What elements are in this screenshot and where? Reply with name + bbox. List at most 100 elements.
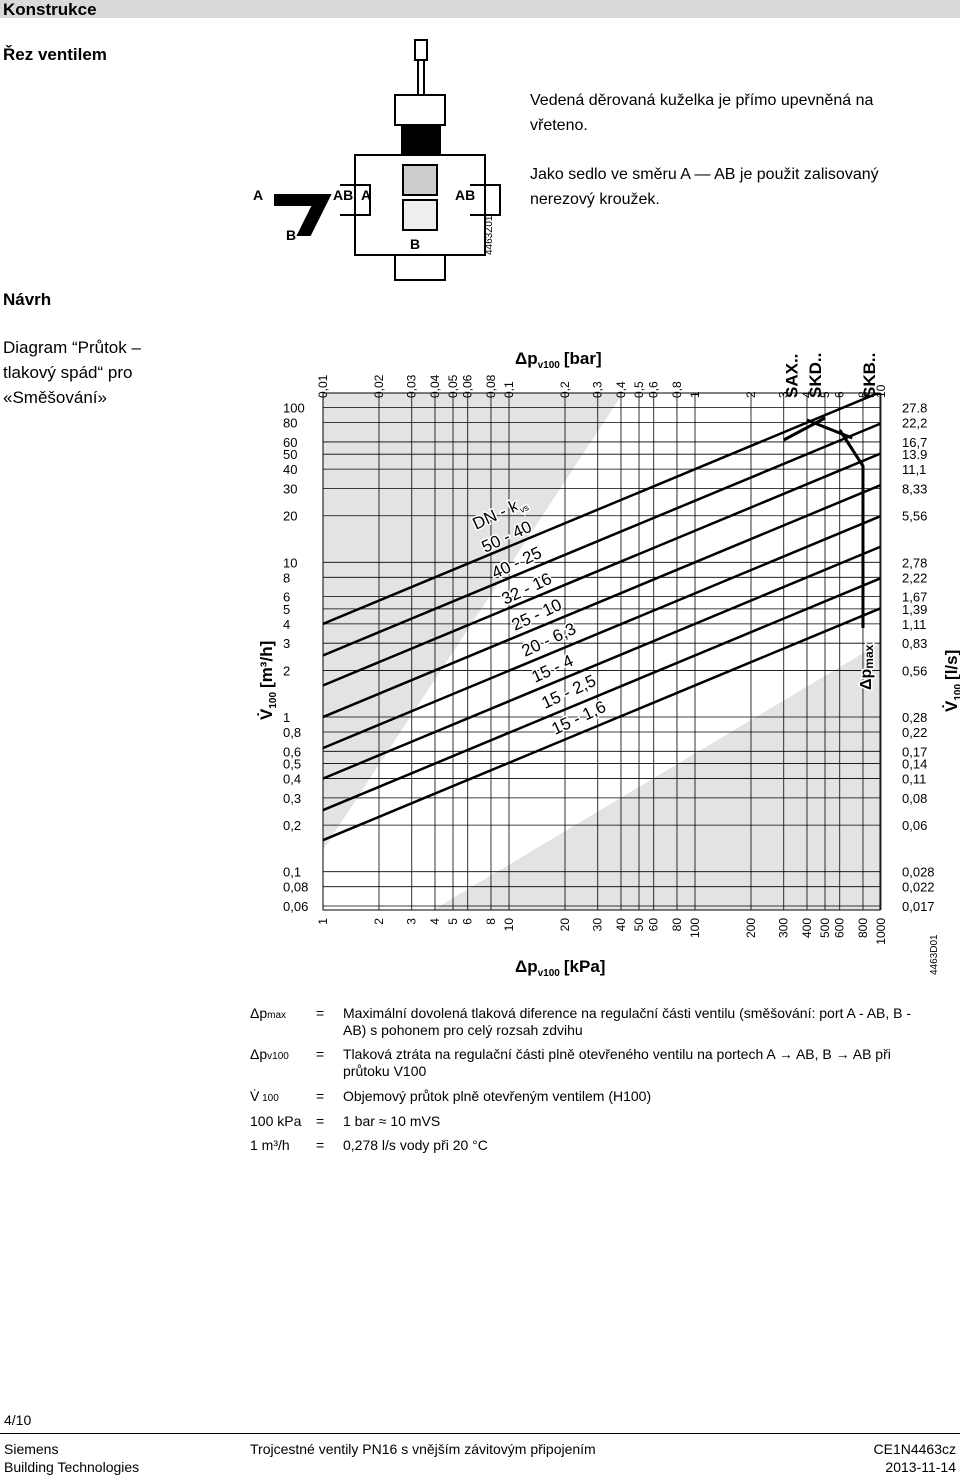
legend-symbol: Δpv100 xyxy=(250,1046,289,1065)
kvs-line xyxy=(323,484,880,719)
y2-tick-label: 27.8 xyxy=(902,401,927,416)
y2-tick-label: 0,022 xyxy=(902,880,935,895)
legend-symbol-sub: 100 xyxy=(259,1093,279,1104)
y-tick-label: 0,1 xyxy=(283,865,301,880)
dpmax-main: Δp xyxy=(858,669,875,691)
figure-label: AB xyxy=(455,187,475,203)
kvs-line xyxy=(323,577,880,812)
y2-tick-label: 11,1 xyxy=(902,462,926,477)
legend-symbol-sub: max xyxy=(267,1010,287,1021)
section-title: Návrh xyxy=(3,290,52,309)
x-tick-label: 300 xyxy=(777,918,791,938)
axis-title: V̇100 [m³/h] xyxy=(257,641,279,720)
axis-title-sub: 100 xyxy=(953,684,960,701)
diagram-code: 4463D01 xyxy=(929,934,940,975)
y-tick-label: 80 xyxy=(283,416,297,431)
legend-symbol-main: 100 kPa xyxy=(250,1113,302,1129)
figure-label: B xyxy=(286,227,296,243)
kvs-lines xyxy=(323,393,880,842)
y2-tick-label: 22,2 xyxy=(902,416,927,431)
y2-tick-label: 0,56 xyxy=(902,663,927,678)
bar-tick-label: 0,6 xyxy=(647,381,661,398)
y-tick-label: 8 xyxy=(283,570,290,585)
y-tick-label: 6 xyxy=(283,590,290,605)
legend-symbol-main: 1 m³/h xyxy=(250,1137,290,1153)
y2-tick-label: 1,67 xyxy=(902,590,927,605)
y-tick-label: 10 xyxy=(283,555,297,570)
page-number: 4/10 xyxy=(4,1412,32,1428)
bar-tick-label: 2 xyxy=(744,391,758,398)
kvs-line xyxy=(323,607,880,842)
x-tick-label: 60 xyxy=(647,918,661,932)
x-tick-label: 10 xyxy=(502,918,516,932)
y2-tick-label: 0,06 xyxy=(902,818,927,833)
axis-title-main: V̇ xyxy=(942,700,960,712)
y-tick-label: 4 xyxy=(283,617,290,632)
bar-tick-label: 0,8 xyxy=(670,381,684,398)
kvs-line xyxy=(323,393,880,626)
legend-eq: = xyxy=(316,1113,325,1129)
date: 2013-11-14 xyxy=(885,1459,956,1475)
x-tick-label: 6 xyxy=(461,918,475,925)
y-tick-label: 0,2 xyxy=(283,818,301,833)
legend-eq: = xyxy=(316,1005,325,1021)
plot-frame xyxy=(322,392,881,911)
figure-label: B xyxy=(410,236,420,252)
y2-tick-label: 1,11 xyxy=(902,617,926,632)
axis-title-main: Δp xyxy=(515,957,538,976)
y-tick-label: 30 xyxy=(283,481,297,496)
kvs-line xyxy=(323,515,880,750)
legend-symbol: 100 kPa xyxy=(250,1113,301,1132)
shaded-area xyxy=(323,393,623,850)
y2-tick-label: 8,33 xyxy=(902,481,927,496)
y2-tick-label: 0,17 xyxy=(902,744,927,759)
footer-rule xyxy=(0,1433,960,1434)
x-tick-label: 30 xyxy=(591,918,605,932)
axis-title: Δpv100 [kPa] xyxy=(515,957,605,979)
legend-eq: = xyxy=(316,1088,325,1104)
axis-title-unit: [kPa] xyxy=(564,957,606,976)
legend-symbol: Δpmax xyxy=(250,1005,286,1024)
x-tick-label: 4 xyxy=(428,918,442,925)
bar-tick-label: 8 xyxy=(856,391,870,398)
axis-title-sub: v100 xyxy=(538,360,561,371)
legend-text: 0,278 l/s vody při 20 °C xyxy=(343,1137,488,1153)
y-tick-label: 60 xyxy=(283,435,297,450)
y-tick-label: 5 xyxy=(283,602,290,617)
axis-title-main: Δp xyxy=(515,349,538,368)
bar-tick-label: 1 xyxy=(688,391,702,398)
legend-text: Objemový průtok plně otevřeným ventilem … xyxy=(343,1088,652,1104)
doc-code: CE1N4463cz xyxy=(873,1441,957,1457)
actuator-label: SKB.. xyxy=(860,353,879,398)
actuator-line xyxy=(838,429,865,628)
y2-tick-label: 0,08 xyxy=(902,791,927,806)
actuator-label: SKD.. xyxy=(806,353,825,398)
x-tick-label: 80 xyxy=(670,918,684,932)
y-tick-label: 100 xyxy=(283,401,305,416)
division: Building Technologies xyxy=(4,1459,140,1475)
paragraph: Vedená děrovaná kuželka je přímo upevněn… xyxy=(530,92,874,134)
bar-tick-label: 0,4 xyxy=(614,381,628,398)
bar-tick-label: 0,08 xyxy=(484,374,498,398)
figure-label: AB xyxy=(333,187,353,203)
bar-tick-label: 0,3 xyxy=(591,381,605,398)
y-tick-label: 0,6 xyxy=(283,744,301,759)
x-tick-label: 500 xyxy=(818,918,832,938)
x-tick-label: 40 xyxy=(614,918,628,932)
legend-text: 1 bar ≈ 10 mVS xyxy=(343,1113,441,1129)
bar-tick-label: 0,06 xyxy=(461,374,475,398)
axis-title-main: V̇ xyxy=(257,708,276,720)
diagram-caption: Diagram “Průtok – tlakový spád“ pro «Smě… xyxy=(3,338,141,407)
bar-tick-label: 0,03 xyxy=(405,374,419,398)
y2-tick-label: 0,83 xyxy=(902,636,927,651)
y2-tick-label: 2,22 xyxy=(902,570,927,585)
bar-tick-label: 5 xyxy=(818,391,832,398)
y-tick-label: 0,3 xyxy=(283,791,301,806)
axis-title-sub: v100 xyxy=(538,968,561,979)
kvs-line xyxy=(323,545,880,780)
header-title: Konstrukce xyxy=(0,0,960,19)
x-tick-label: 100 xyxy=(688,918,702,938)
legend-text: Maximální dovolená tlaková diference na … xyxy=(343,1005,912,1038)
axis-title-unit: [l/s] xyxy=(942,650,960,680)
y2-tick-label: 1,39 xyxy=(902,602,927,617)
